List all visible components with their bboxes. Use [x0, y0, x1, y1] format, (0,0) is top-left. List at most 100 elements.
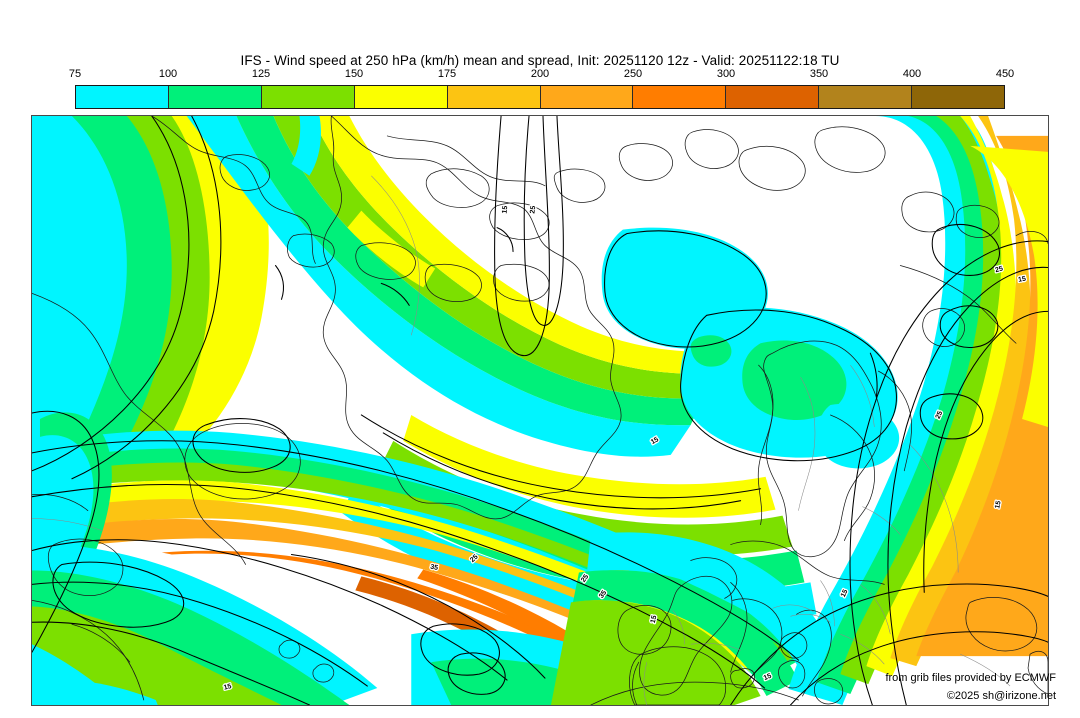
- coast-blacksea: [965, 597, 1038, 652]
- contour-label: 15: [994, 500, 1002, 509]
- contour-25-loop-e1: [931, 224, 1000, 276]
- coast-island-j: [684, 129, 739, 169]
- page-title: IFS - Wind speed at 250 hPa (km/h) mean …: [240, 53, 840, 68]
- coast-nova2: [71, 623, 131, 663]
- coast-iberia: [629, 646, 726, 705]
- coast-island-a: [425, 168, 490, 208]
- contour-15-northsea: [680, 309, 897, 462]
- border-scand: [798, 376, 816, 511]
- contour-25-upleft: [71, 116, 222, 480]
- colorbar-bands: [75, 85, 1005, 109]
- coast-svalbard-2: [955, 204, 1000, 238]
- coast-caspian: [1027, 651, 1048, 695]
- coast-svalbard: [901, 191, 955, 233]
- colorbar-tick-350: 350: [809, 68, 829, 80]
- coast-labrador: [32, 293, 246, 565]
- colorbar-tick-300: 300: [716, 68, 736, 80]
- contour-25-east-inner: [923, 310, 1048, 593]
- colorbar-tick-450: 450: [995, 68, 1015, 80]
- contour-seg-4: [496, 227, 514, 253]
- contour-25-east-top: [849, 240, 1048, 705]
- fill-125-150-jet: [32, 462, 794, 671]
- coast-island-f: [493, 263, 550, 302]
- fill-200-250-east: [916, 135, 1048, 657]
- contour-15-upleft: [32, 116, 190, 472]
- colorbar-tick-400: 400: [902, 68, 922, 80]
- colorbar: 75 100 125 150 175 200 250 300 350 400 450: [69, 68, 1014, 110]
- fill-75-100-east: [788, 116, 1007, 705]
- coast-portugal: [632, 661, 640, 705]
- border-balt: [862, 506, 901, 535]
- data-source-credit: from grib files provided by ECMWF: [885, 672, 1056, 684]
- colorbar-band-175-200: [447, 86, 541, 108]
- coast-island-d: [287, 233, 335, 268]
- fill-150-175-west: [141, 116, 269, 487]
- contour-label: 25: [995, 265, 1004, 274]
- contour-35-jet-core: [32, 539, 508, 681]
- contour-15-jet-north: [32, 440, 800, 661]
- fill-150-175-easttop: [970, 145, 1048, 427]
- contour-15-east-top: [887, 266, 1048, 705]
- coast-ellesmere: [386, 135, 546, 187]
- border-greenland-ice: [371, 175, 420, 336]
- contour-15-iceland: [360, 414, 762, 499]
- contour-loop-jet-2: [420, 623, 500, 676]
- fill-125-150-iceland: [381, 440, 793, 556]
- coastlines: [32, 116, 1048, 705]
- fill-75-100-cgreenland: [186, 116, 691, 457]
- coast-island-l: [814, 126, 886, 173]
- coast-corsica: [780, 632, 808, 659]
- coast-ireland: [617, 605, 672, 655]
- coast-balearic: [730, 668, 755, 689]
- fill-125-150-medi: [550, 600, 761, 705]
- fill-125-150-sw2: [32, 606, 282, 705]
- coast-russia-north: [899, 265, 1017, 344]
- colorbar-band-150-175: [354, 86, 448, 108]
- contour-loop-ice-1: [192, 418, 291, 473]
- border-fin-ru: [850, 364, 875, 427]
- coast-baffin: [151, 116, 316, 264]
- colorbar-band-400-450: [912, 86, 1005, 108]
- colorbar-tick-150: 150: [344, 68, 364, 80]
- coast-norway-w: [757, 364, 774, 525]
- coast-scandinavia: [763, 340, 882, 558]
- coast-sardinia: [778, 660, 806, 689]
- contour-35-jet-core2: [290, 553, 546, 679]
- fill-75-100-pool1: [601, 227, 768, 349]
- coast-greenland: [322, 116, 622, 520]
- border-pl-ua: [860, 584, 891, 635]
- map-plot-area: 15 25 15 25 15 25 15 35 25 25 35 15 15 1…: [31, 115, 1049, 706]
- fill-100-125-medi: [572, 570, 799, 697]
- fill-100-125-sw2: [32, 570, 350, 705]
- contour-25-greenland: [523, 116, 564, 326]
- contour-label: 15: [502, 205, 510, 214]
- contour-25-loop-e3: [919, 393, 984, 440]
- coast-island-g: [219, 154, 270, 191]
- border-tur: [960, 653, 1011, 687]
- contour-loop-jet-3: [447, 652, 506, 695]
- coast-novaya: [1015, 231, 1048, 244]
- fill-150-175-notch: [347, 210, 436, 288]
- copyright-credit: ©2025 sh@irizone.net: [946, 690, 1056, 702]
- coast-france: [732, 598, 783, 679]
- colorbar-band-125-150: [261, 86, 355, 108]
- country-borders: [32, 175, 1011, 705]
- contour-seg-1: [274, 264, 284, 300]
- border-france-spain: [690, 643, 741, 651]
- contour-15-sw: [32, 410, 100, 653]
- fill-200-250-spot-east: [986, 591, 1037, 621]
- fill-75-100-topstrip: [291, 116, 321, 176]
- coast-europe-north: [730, 540, 885, 585]
- contour-label: 15: [650, 615, 659, 624]
- windspeed-filled-contours: [32, 116, 1048, 705]
- map-canvas: 15 25 15 25 15 25 15 35 25 25 35 15 15 1…: [32, 116, 1048, 705]
- contour-15-greenland: [494, 116, 550, 357]
- colorbar-band-250-300: [633, 86, 727, 108]
- colorbar-band-100-125: [168, 86, 262, 108]
- colorbar-band-200-250: [540, 86, 634, 108]
- border-port: [643, 662, 648, 705]
- coast-island-b: [489, 202, 550, 240]
- contour-loop-jet-1: [52, 561, 185, 628]
- fill-100-125-northsea: [742, 340, 847, 420]
- coast-britain: [639, 575, 733, 696]
